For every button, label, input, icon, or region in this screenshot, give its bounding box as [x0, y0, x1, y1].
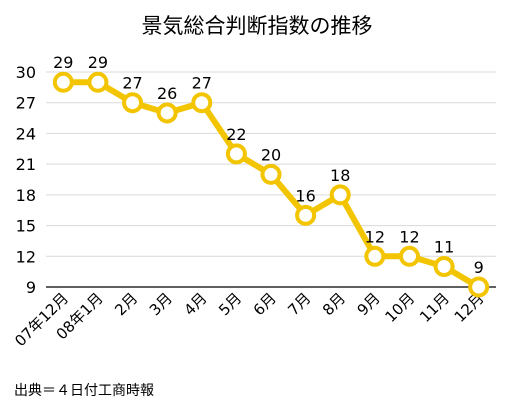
x-tick-label: 11月: [416, 289, 453, 326]
y-tick-label: 15: [16, 217, 36, 236]
data-label: 9: [474, 258, 484, 277]
data-label: 27: [122, 74, 142, 93]
y-tick-label: 27: [16, 94, 36, 113]
x-tick-label: 6月: [250, 289, 280, 319]
data-label: 12: [399, 227, 419, 246]
y-tick-label: 18: [16, 186, 36, 205]
data-point: [260, 163, 282, 185]
data-point: [122, 92, 144, 114]
y-tick-label: 30: [16, 63, 36, 82]
data-point: [225, 143, 247, 165]
grid-lines: [46, 71, 496, 288]
data-point: [156, 102, 178, 124]
x-tick-label: 3月: [146, 289, 176, 319]
y-tick-label: 21: [16, 155, 36, 174]
y-tick-label: 24: [16, 124, 36, 143]
data-point: [433, 256, 455, 278]
x-tick-label: 7月: [284, 289, 314, 319]
x-tick-label: 2月: [111, 289, 141, 319]
x-tick-label: 10月: [381, 289, 418, 326]
chart-title: 景気総合判断指数の推移: [141, 14, 373, 38]
data-labels: 29 29 27 26 27 22 20 16 18 12 12 11 9: [53, 53, 484, 277]
data-label: 26: [157, 84, 177, 103]
x-tick-label: 9月: [354, 289, 384, 319]
data-point: [329, 184, 351, 206]
x-tick-label: 5月: [215, 289, 245, 319]
data-label: 29: [53, 53, 73, 72]
x-tick-label: 4月: [181, 289, 211, 319]
data-label: 12: [365, 227, 385, 246]
data-label: 18: [330, 166, 350, 185]
data-label: 27: [192, 74, 212, 93]
data-point: [364, 245, 386, 267]
data-label: 20: [261, 145, 281, 164]
data-label: 22: [226, 125, 246, 144]
source-note: 出典＝４日付工商時報: [14, 383, 154, 399]
data-label: 16: [295, 186, 315, 205]
data-point: [295, 204, 317, 226]
data-point: [398, 245, 420, 267]
series-layer: [52, 71, 490, 298]
y-tick-label: 9: [26, 278, 36, 297]
x-tick-label: 8月: [319, 289, 349, 319]
data-point: [191, 92, 213, 114]
y-tick-label: 12: [16, 247, 36, 266]
data-label: 11: [434, 238, 454, 257]
data-point: [52, 71, 74, 93]
data-point: [87, 71, 109, 93]
data-label: 29: [88, 53, 108, 72]
data-point: [468, 276, 490, 298]
y-axis-tick-labels: 9 12 15 18 21 24 27 30: [16, 63, 36, 297]
